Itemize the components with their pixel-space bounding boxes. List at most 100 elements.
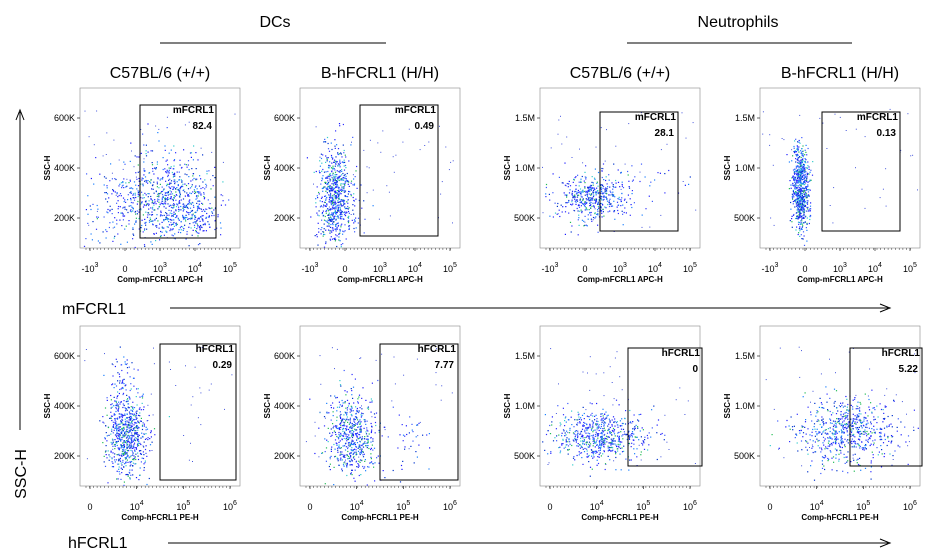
event-dot xyxy=(587,198,589,201)
event-dot xyxy=(806,177,808,179)
event-dot xyxy=(114,427,116,429)
event-dot xyxy=(205,230,207,232)
event-dot xyxy=(578,206,581,208)
event-dot xyxy=(795,165,797,167)
event-dot xyxy=(348,434,350,436)
event-dot xyxy=(320,197,323,199)
event-dot xyxy=(159,215,162,217)
event-dot xyxy=(410,445,412,447)
event-dot xyxy=(804,170,806,172)
event-dot xyxy=(126,185,128,187)
event-dot xyxy=(568,432,571,434)
event-dot xyxy=(584,224,586,226)
event-dot xyxy=(329,197,331,199)
event-dot xyxy=(154,199,156,201)
event-dot xyxy=(616,206,618,208)
event-dot xyxy=(144,438,147,440)
event-dot xyxy=(132,193,135,195)
event-dot xyxy=(579,201,581,204)
event-dot xyxy=(104,192,106,194)
event-dot xyxy=(354,451,356,453)
event-dot xyxy=(107,450,109,452)
event-dot xyxy=(115,404,117,406)
event-dot xyxy=(370,458,372,460)
event-dot xyxy=(347,210,350,213)
event-dot xyxy=(203,193,205,195)
event-dot xyxy=(194,190,196,192)
event-dot xyxy=(800,152,803,154)
event-dot xyxy=(602,208,604,210)
event-dot xyxy=(416,424,418,426)
event-dot xyxy=(327,225,329,227)
event-dot xyxy=(315,202,317,204)
event-dot xyxy=(120,444,122,446)
event-dot xyxy=(325,205,327,208)
event-dot xyxy=(793,184,795,186)
event-dot xyxy=(326,187,328,189)
event-dot xyxy=(583,205,585,207)
event-dot xyxy=(344,173,346,176)
event-dot xyxy=(224,408,225,410)
event-dot xyxy=(102,421,104,423)
event-dot xyxy=(797,198,799,200)
event-dot xyxy=(339,416,342,418)
event-dot xyxy=(808,188,810,191)
event-dot xyxy=(573,210,576,212)
event-dot xyxy=(188,195,190,197)
event-dot xyxy=(169,182,171,184)
event-dot xyxy=(359,407,361,409)
event-dot xyxy=(392,156,394,158)
event-dot xyxy=(796,172,798,174)
event-dot xyxy=(807,181,809,183)
event-dot xyxy=(319,200,321,202)
event-dot xyxy=(145,211,147,213)
event-dot xyxy=(603,427,605,429)
event-dot xyxy=(332,423,334,425)
event-dot xyxy=(808,173,810,175)
event-dot xyxy=(141,202,143,204)
event-dot xyxy=(584,182,586,184)
event-dot xyxy=(609,442,611,444)
event-dot xyxy=(326,177,328,179)
event-dot xyxy=(208,215,210,217)
event-dot xyxy=(613,163,615,165)
event-dot xyxy=(628,187,631,189)
event-dot xyxy=(349,452,351,454)
event-dot xyxy=(797,173,799,175)
event-dot xyxy=(606,193,608,195)
event-dot xyxy=(106,414,108,416)
event-dot xyxy=(798,160,800,162)
event-dot xyxy=(122,442,124,444)
event-dot xyxy=(322,175,324,177)
event-dot xyxy=(165,231,168,233)
event-dot xyxy=(111,461,113,463)
event-dot xyxy=(318,210,320,212)
event-dot xyxy=(585,165,587,167)
event-dot xyxy=(118,434,121,436)
event-dot xyxy=(798,205,800,207)
event-dot xyxy=(359,431,361,433)
event-dot xyxy=(192,179,194,181)
event-dot xyxy=(150,393,152,395)
event-dot xyxy=(163,234,165,236)
event-dot xyxy=(316,236,318,238)
event-dot xyxy=(321,201,323,203)
event-dot xyxy=(342,218,345,220)
event-dot xyxy=(346,409,348,411)
event-dot xyxy=(188,213,190,216)
event-dot xyxy=(578,204,580,206)
event-dot xyxy=(144,218,146,220)
event-dot xyxy=(796,217,798,220)
event-dot xyxy=(345,435,347,437)
event-dot xyxy=(439,125,440,127)
event-dot xyxy=(186,231,188,233)
event-dot xyxy=(130,211,132,213)
event-dot xyxy=(332,167,334,169)
event-dot xyxy=(791,177,793,179)
event-dot xyxy=(348,437,350,439)
event-dot xyxy=(155,125,157,127)
event-dot xyxy=(404,448,406,450)
event-dot xyxy=(180,229,182,231)
event-dot xyxy=(601,430,603,432)
event-dot xyxy=(130,442,132,444)
